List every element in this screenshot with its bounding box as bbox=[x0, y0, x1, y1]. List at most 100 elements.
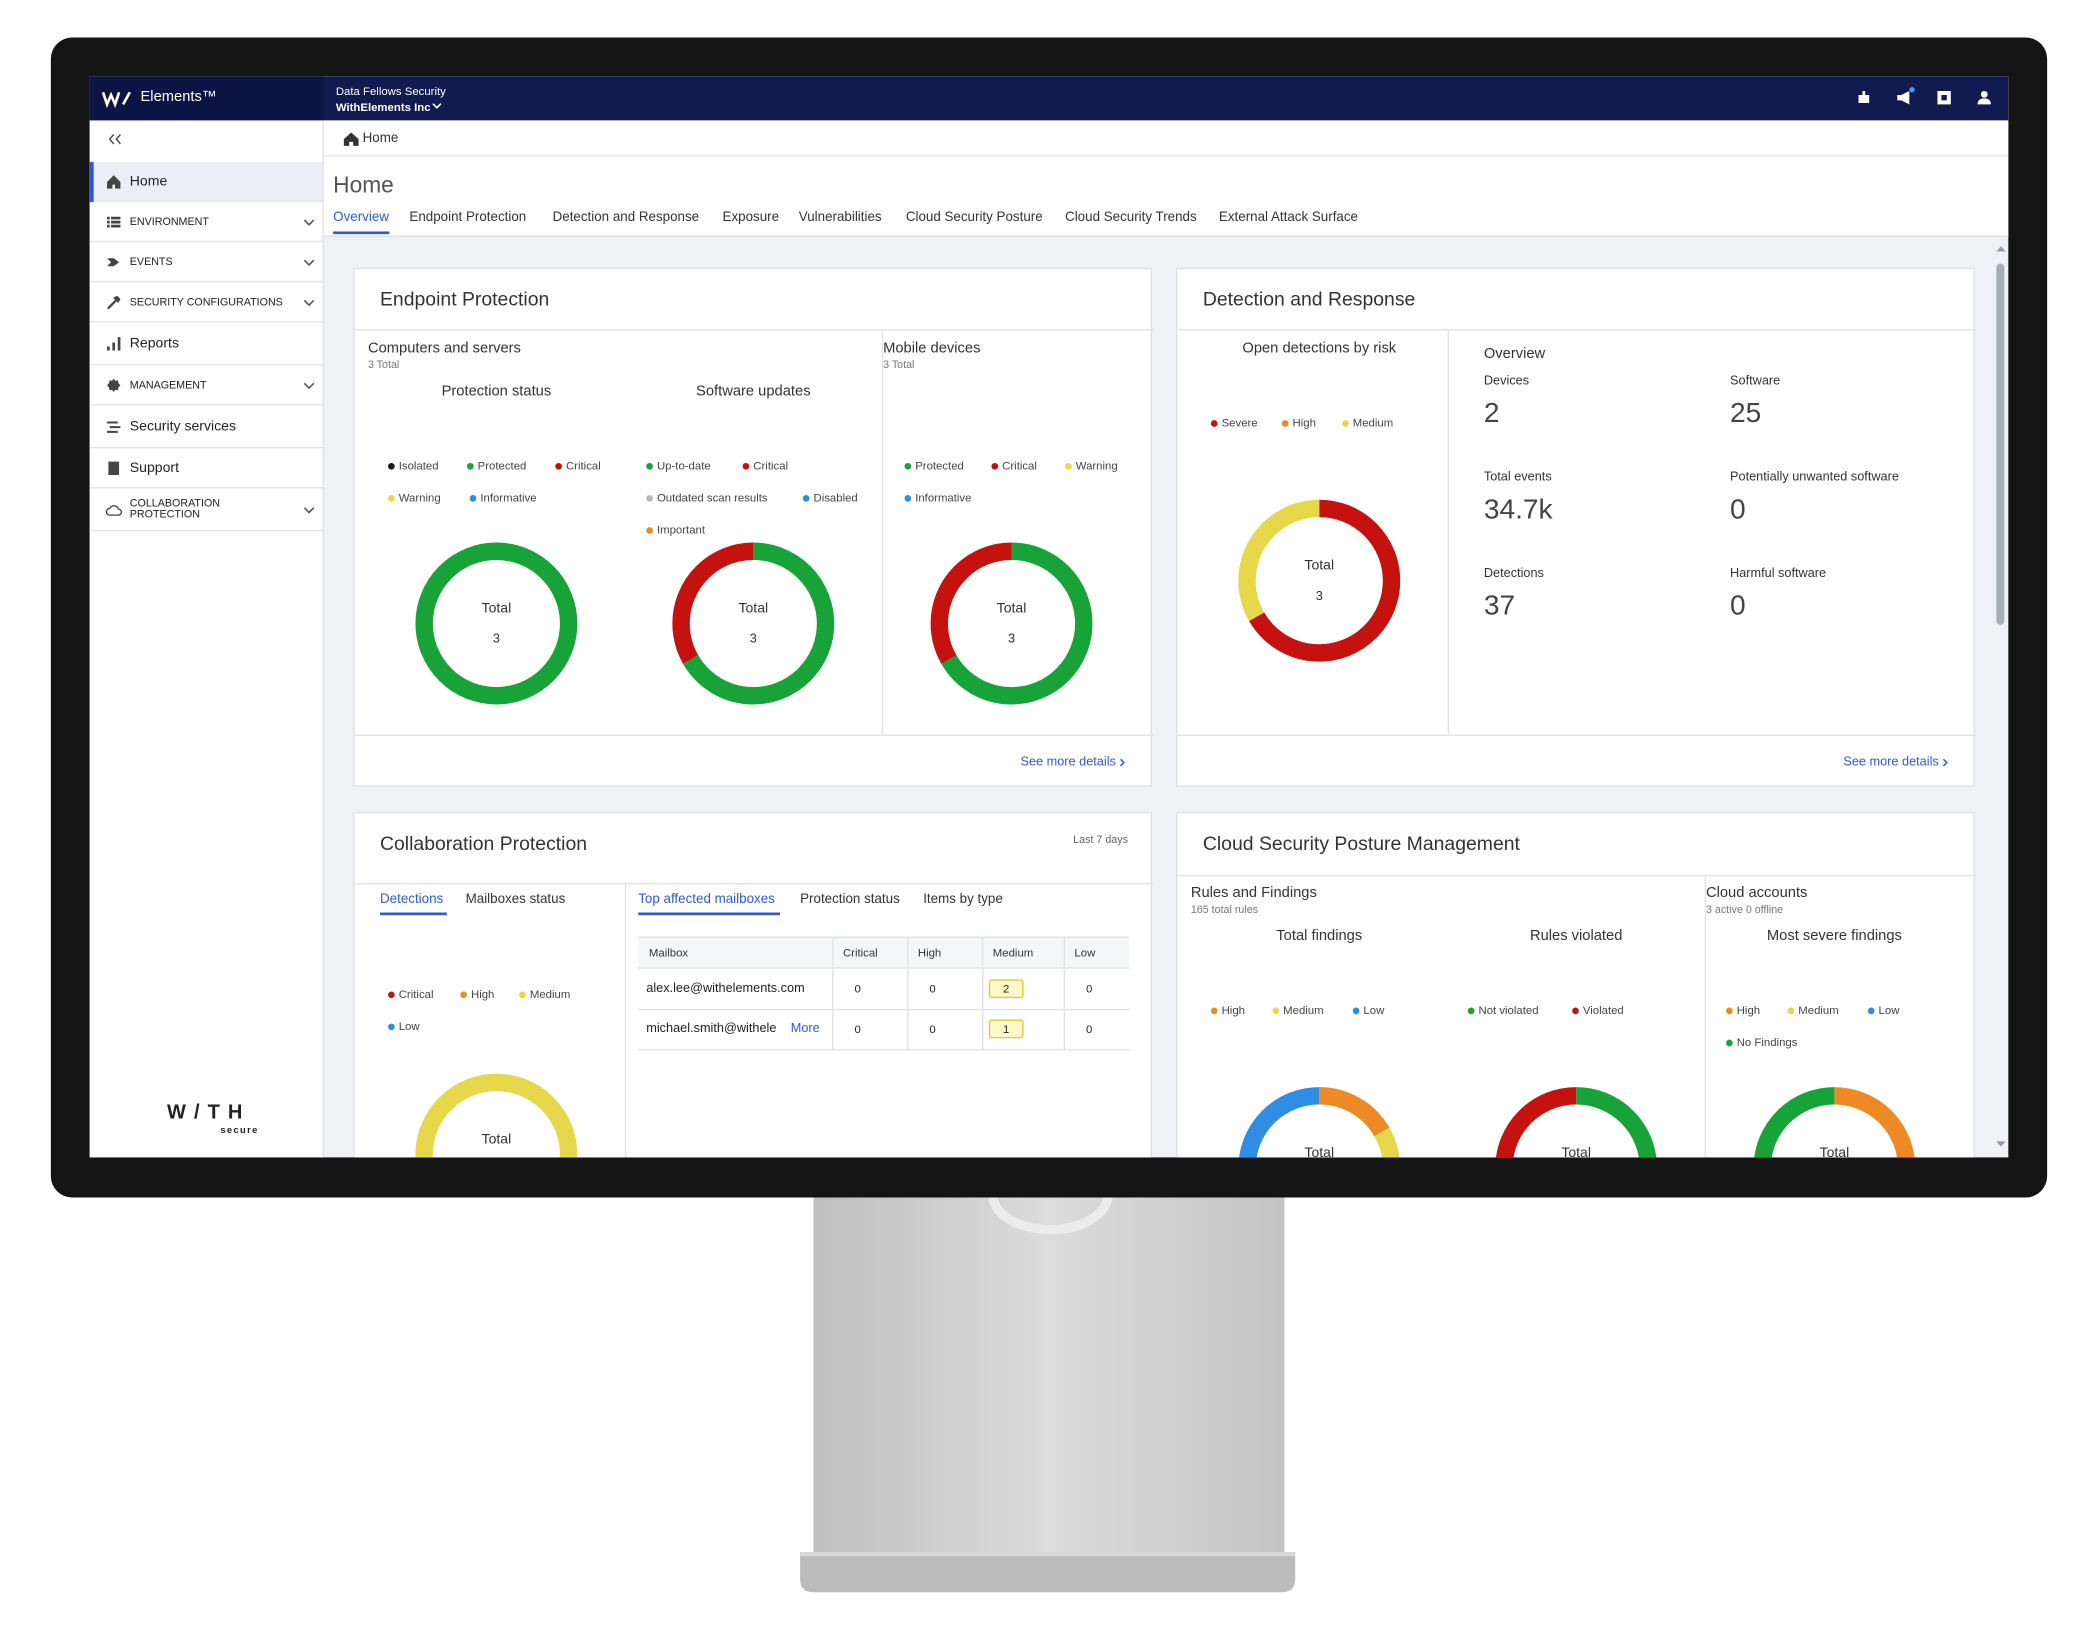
divider bbox=[638, 1048, 1130, 1051]
nav-item[interactable] bbox=[89, 282, 323, 323]
legend-swatch bbox=[1867, 1006, 1874, 1014]
details-link[interactable]: See more details bbox=[1843, 755, 1939, 770]
breadcrumb[interactable]: Home bbox=[362, 131, 399, 146]
tab[interactable]: Top affected mailboxes bbox=[638, 892, 775, 908]
nav-icon bbox=[107, 295, 121, 310]
tab[interactable]: Mailboxes status bbox=[465, 892, 566, 908]
legend-label: Not violated bbox=[1478, 1003, 1539, 1017]
nav-item[interactable] bbox=[89, 322, 323, 366]
legend-swatch bbox=[1064, 462, 1072, 469]
donut-center-label: Total bbox=[738, 600, 769, 617]
legend-swatch bbox=[1271, 1006, 1279, 1014]
breadcrumb-bar bbox=[323, 155, 2009, 157]
card: Endpoint Protection Computers and servers… bbox=[353, 267, 1154, 787]
legend-swatch bbox=[387, 990, 395, 998]
section-count: 3 Total bbox=[367, 358, 400, 371]
notification-dot bbox=[1909, 86, 1915, 93]
tab[interactable]: Vulnerabilities bbox=[798, 210, 882, 225]
nav-label[interactable]: Reports bbox=[129, 335, 179, 352]
section-title: Cloud accounts bbox=[1705, 884, 1808, 902]
scroll-up bbox=[1996, 246, 2006, 252]
legend-swatch bbox=[645, 462, 653, 469]
count-cell: 0 bbox=[854, 981, 861, 996]
tab[interactable]: Cloud Security Posture bbox=[905, 210, 1043, 225]
sidebar bbox=[89, 120, 324, 1158]
donut-center-value: 3 bbox=[492, 631, 500, 647]
nav-item[interactable] bbox=[89, 448, 323, 489]
nav-glyph bbox=[107, 175, 121, 189]
legend-swatch bbox=[1341, 419, 1349, 427]
scrollbar-arrows bbox=[1996, 246, 2006, 1147]
toolbar-icon bbox=[1897, 86, 1915, 105]
nav-glyph bbox=[107, 216, 121, 228]
divider bbox=[1177, 875, 1977, 877]
nav-glyph bbox=[107, 421, 121, 433]
count-cell: 0 bbox=[929, 981, 936, 996]
count-cell: 0 bbox=[929, 1022, 936, 1036]
section-title: Mobile devices bbox=[883, 340, 981, 357]
stat-label: Potentially unwanted software bbox=[1730, 470, 1899, 485]
table-header-cell: Low bbox=[1074, 945, 1096, 960]
legend-swatch bbox=[518, 990, 526, 998]
tab[interactable]: Detections bbox=[379, 892, 444, 908]
donut-segment bbox=[930, 542, 1093, 705]
tab[interactable]: Detection and Response bbox=[552, 210, 700, 225]
nav-label[interactable]: ENVIRONMENT bbox=[129, 215, 209, 228]
divider bbox=[1177, 734, 1977, 736]
tab[interactable]: Overview bbox=[333, 210, 389, 225]
tab[interactable]: Cloud Security Trends bbox=[1065, 210, 1197, 225]
tab[interactable]: Endpoint Protection bbox=[409, 210, 527, 225]
details-link[interactable]: See more details bbox=[1020, 755, 1116, 770]
nav-glyph bbox=[108, 461, 120, 475]
nav-label[interactable]: Support bbox=[129, 459, 179, 476]
nav-item[interactable] bbox=[89, 365, 323, 406]
count-cell: 0 bbox=[1085, 981, 1093, 996]
nav-item[interactable] bbox=[89, 405, 323, 449]
legend-label: Low bbox=[398, 1019, 420, 1033]
more-link[interactable]: More bbox=[790, 1021, 820, 1037]
section-title: Computers and servers bbox=[367, 340, 521, 357]
nav-chevron bbox=[303, 259, 315, 267]
chevron bbox=[1942, 758, 1948, 767]
nav-label[interactable]: Home bbox=[129, 173, 168, 190]
nav-item[interactable] bbox=[89, 242, 323, 283]
tab[interactable]: External Attack Surface bbox=[1218, 210, 1359, 225]
nav-label[interactable]: SECURITY CONFIGURATIONS bbox=[129, 295, 283, 309]
tab[interactable]: Exposure bbox=[722, 210, 780, 225]
legend-swatch bbox=[1352, 1006, 1359, 1014]
donut-segment bbox=[672, 542, 835, 705]
nav-label[interactable]: EVENTS bbox=[129, 255, 173, 268]
tab[interactable]: Items by type bbox=[923, 892, 1003, 908]
nav-icon bbox=[107, 378, 121, 393]
nav-chevron bbox=[303, 299, 315, 307]
nav-label[interactable]: Security services bbox=[129, 418, 236, 435]
legend-label: Informative bbox=[480, 490, 537, 505]
donut-segment bbox=[415, 542, 578, 705]
company-name[interactable]: WithElements Inc bbox=[335, 100, 431, 114]
stat-value: 0 bbox=[1730, 590, 1746, 622]
legend-swatch bbox=[1467, 1006, 1474, 1014]
legend-label: Critical bbox=[565, 458, 601, 473]
legend-label: Low bbox=[1878, 1003, 1900, 1017]
stat-value: 2 bbox=[1483, 397, 1500, 429]
legend-label: Important bbox=[656, 523, 706, 537]
count-badge bbox=[988, 1019, 1024, 1039]
nav-item[interactable] bbox=[89, 488, 323, 532]
company-chevron bbox=[432, 103, 442, 109]
legend-label: Up-to-date bbox=[656, 458, 711, 473]
tab[interactable]: Protection status bbox=[800, 892, 900, 908]
table-header-cell: High bbox=[917, 945, 942, 960]
chevron bbox=[303, 382, 315, 390]
legend-label: High bbox=[1292, 415, 1316, 430]
nav-item[interactable] bbox=[89, 161, 323, 203]
icon-detail bbox=[1941, 94, 1947, 101]
stat-label: Software bbox=[1730, 373, 1781, 389]
nav-label[interactable]: MANAGEMENT bbox=[129, 378, 207, 391]
count-cell: 0 bbox=[1085, 1022, 1093, 1036]
link-chevron bbox=[1942, 758, 1948, 767]
donut-center-value: 3 bbox=[1315, 589, 1323, 604]
donut-segment bbox=[1753, 1087, 1916, 1158]
nav-label[interactable]: COLLABORATION PROTECTION bbox=[129, 497, 220, 521]
donut-chart bbox=[1753, 1087, 1916, 1158]
nav-item[interactable] bbox=[89, 202, 323, 243]
